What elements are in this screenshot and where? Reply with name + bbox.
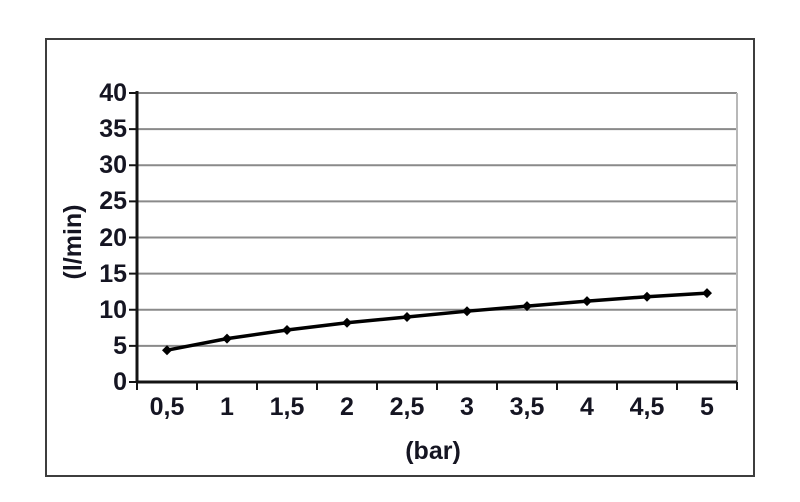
data-point-marker [402, 311, 412, 322]
x-tick-label: 4 [580, 393, 594, 421]
x-tick-label: 3,5 [509, 393, 545, 421]
x-tick-label: 3 [460, 393, 474, 421]
y-tick-label: 15 [99, 259, 127, 288]
data-point-marker [582, 296, 592, 307]
y-tick-label: 5 [113, 331, 127, 360]
x-tick-label: 1,5 [269, 393, 305, 421]
y-tick-label: 40 [99, 79, 127, 107]
y-tick-label: 20 [99, 223, 127, 252]
data-point-marker [702, 288, 712, 299]
chart-outer-border [45, 38, 755, 477]
data-point-marker [342, 317, 352, 328]
y-axis-title: (l/min) [59, 204, 87, 280]
series-line-flow-rate [166, 291, 708, 352]
data-point-marker [522, 301, 532, 312]
x-axis-title: (bar) [405, 437, 461, 465]
y-tick-label: 30 [99, 151, 127, 180]
x-tick-label: 0,5 [149, 393, 185, 421]
data-point-marker [642, 291, 652, 302]
y-tick-label: 10 [99, 295, 127, 324]
y-tick-label: 35 [99, 115, 127, 144]
data-point-marker [162, 345, 172, 356]
x-tick-label: 5 [700, 393, 714, 421]
y-tick-label: 0 [113, 368, 127, 396]
y-tick-label: 25 [99, 187, 127, 216]
x-tick-label: 2,5 [389, 393, 425, 421]
x-tick-label: 4,5 [629, 393, 665, 421]
x-tick-label: 1 [220, 393, 234, 421]
data-point-marker [282, 324, 292, 335]
data-point-marker [222, 333, 232, 344]
x-tick-label: 2 [340, 393, 354, 421]
data-point-marker [462, 306, 472, 317]
